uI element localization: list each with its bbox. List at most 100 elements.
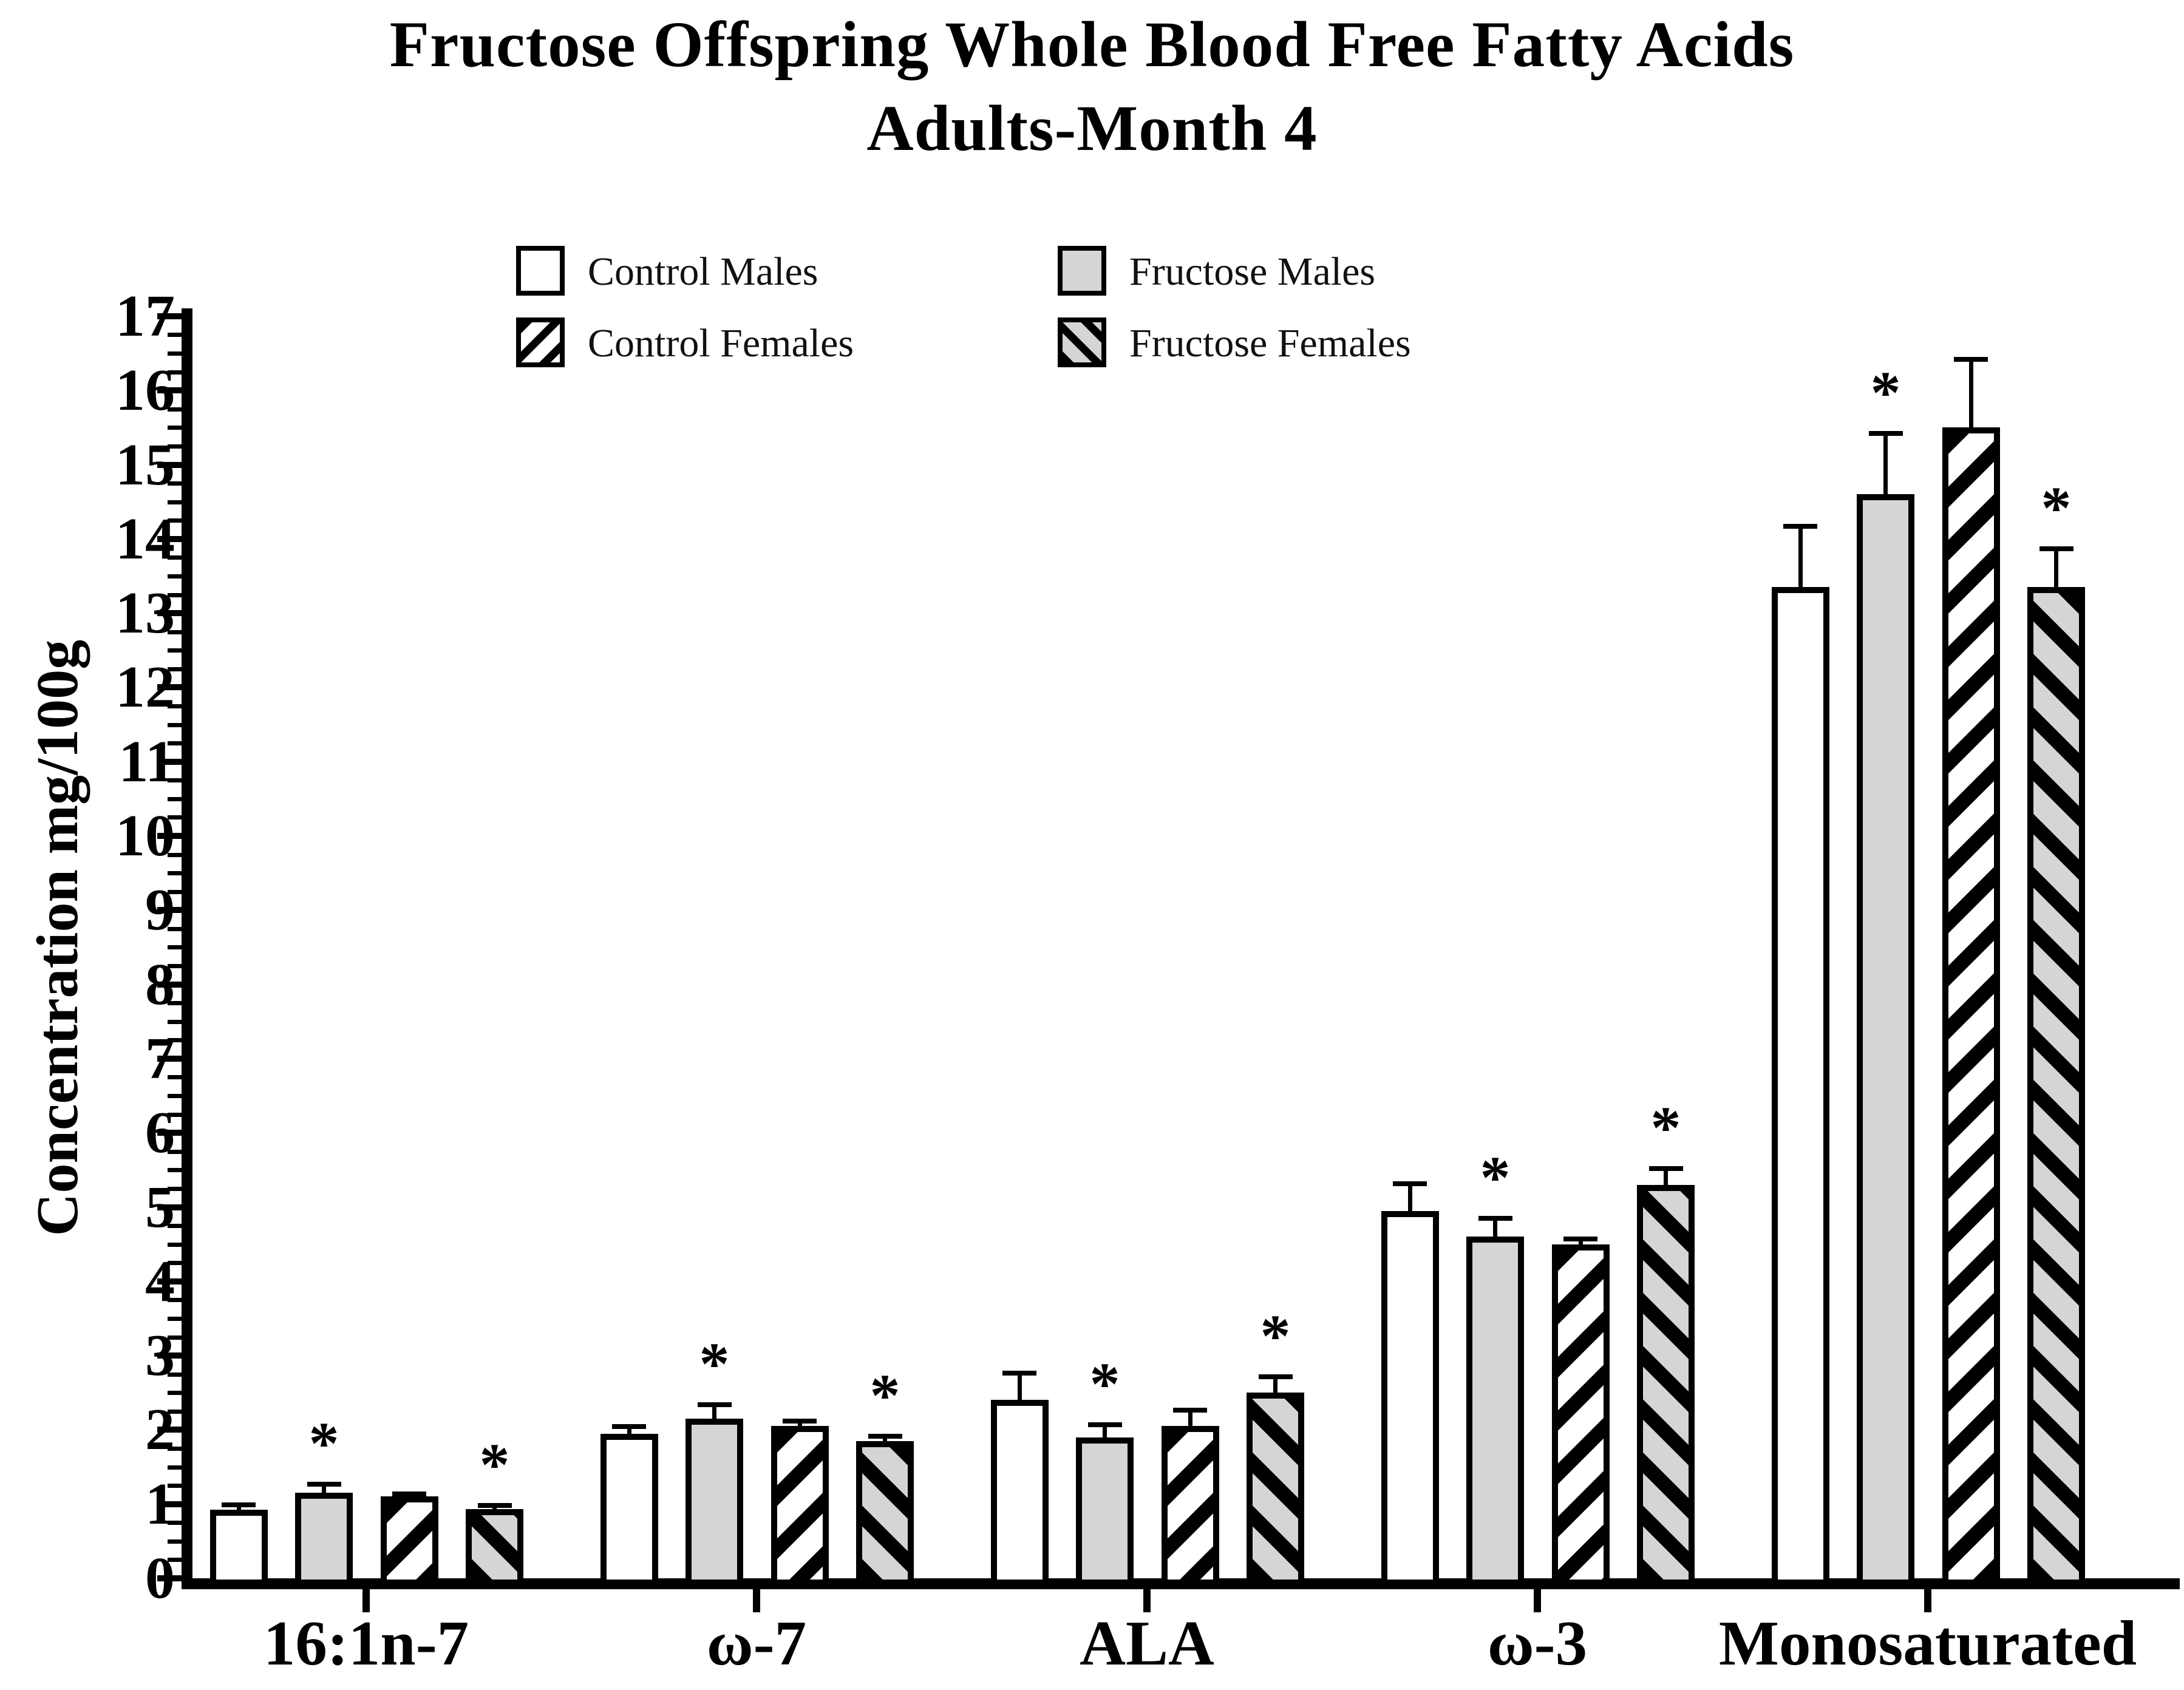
legend-label-control-males: Control Males: [588, 249, 818, 294]
y-minor-tick: [168, 1446, 182, 1451]
x-tick-16-1n-7: [362, 1589, 370, 1612]
error-bar-cap-control-females-3: [1563, 1237, 1597, 1242]
y-major-tick-2: [157, 1427, 182, 1433]
significance-star-fructose-males-3: *: [1480, 1144, 1511, 1212]
error-bar-cap-fructose-males-ala: [1087, 1422, 1122, 1428]
bar-fructose-males-7: [685, 1419, 743, 1586]
error-bar-cap-control-males-7: [612, 1424, 646, 1429]
error-bar-line-fructose-females-ala: [1273, 1374, 1277, 1393]
y-tick-label-11: 11: [118, 728, 175, 795]
y-tick-label-2: 2: [145, 1397, 175, 1463]
y-major-tick-8: [157, 981, 182, 988]
y-tick-label-4: 4: [145, 1248, 175, 1314]
y-minor-tick: [168, 1075, 182, 1080]
error-bar-line-fructose-males-7: [712, 1402, 716, 1419]
y-major-tick-1: [157, 1501, 182, 1507]
y-minor-tick: [168, 945, 182, 950]
legend-swatch-control-males: [516, 246, 565, 296]
error-bar-line-fructose-males-3: [1493, 1216, 1497, 1237]
y-major-tick-3: [157, 1352, 182, 1359]
bar-fructose-females-3: [1637, 1184, 1695, 1586]
y-minor-tick: [168, 1335, 182, 1340]
y-minor-tick: [168, 889, 182, 894]
y-minor-tick: [168, 704, 182, 708]
y-minor-tick: [168, 1521, 182, 1525]
error-bar-cap-control-males-monosaturated: [1783, 524, 1817, 529]
y-minor-tick: [168, 1539, 182, 1544]
y-minor-tick: [168, 1186, 182, 1191]
y-minor-tick: [168, 815, 182, 820]
x-category-label-16-1n-7: 16:1n-7: [263, 1607, 469, 1678]
legend-swatch-control-females: [516, 317, 565, 367]
error-bar-line-control-females-ala: [1188, 1407, 1192, 1427]
x-category-label-7: ω-7: [706, 1607, 807, 1678]
y-minor-tick: [168, 500, 182, 504]
y-tick-label-9: 9: [145, 877, 175, 943]
y-major-tick-5: [157, 1204, 182, 1210]
y-minor-tick: [168, 1038, 182, 1043]
bar-control-males-ala: [990, 1400, 1049, 1586]
significance-star-fructose-females-16-1n-7: *: [479, 1431, 510, 1499]
y-major-tick-4: [157, 1278, 182, 1284]
y-tick-label-8: 8: [145, 951, 175, 1017]
bar-fructose-males-monosaturated: [1857, 494, 1914, 1586]
y-tick-label-0: 0: [145, 1546, 175, 1611]
y-minor-tick: [168, 1094, 182, 1099]
significance-star-fructose-females-3: *: [1650, 1094, 1681, 1162]
bar-control-females-7: [771, 1426, 829, 1586]
error-bar-cap-fructose-females-7: [868, 1433, 902, 1439]
bar-control-males-monosaturated: [1771, 587, 1829, 1586]
legend-swatch-fructose-females: [1058, 317, 1106, 367]
y-minor-tick: [168, 1391, 182, 1396]
y-minor-tick: [168, 518, 182, 523]
y-tick-label-5: 5: [145, 1174, 175, 1240]
y-minor-tick: [168, 1316, 182, 1321]
y-minor-tick: [168, 1484, 182, 1488]
x-tick-3: [1534, 1589, 1541, 1612]
y-tick-label-3: 3: [145, 1323, 175, 1389]
chart-title-line-1: Fructose Offspring Whole Blood Free Fatt…: [389, 9, 1795, 81]
error-bar-cap-fructose-females-ala: [1258, 1374, 1293, 1379]
error-bar-line-fructose-males-ala: [1103, 1422, 1107, 1437]
error-bar-line-fructose-females-monosaturated: [2054, 546, 2058, 588]
y-minor-tick: [168, 1558, 182, 1563]
y-minor-tick: [168, 1465, 182, 1470]
significance-star-fructose-males-7: *: [699, 1330, 730, 1398]
y-major-tick-10: [157, 833, 182, 839]
error-bar-line-fructose-males-monosaturated: [1883, 431, 1888, 495]
y-tick-label-16: 16: [115, 358, 175, 424]
bar-fructose-females-7: [856, 1441, 914, 1586]
y-minor-tick: [168, 1019, 182, 1024]
y-minor-tick: [168, 778, 182, 783]
y-major-tick-13: [157, 610, 182, 617]
y-minor-tick: [168, 852, 182, 857]
y-major-tick-9: [157, 907, 182, 914]
bar-control-females-16-1n-7: [380, 1496, 438, 1586]
y-tick-label-14: 14: [115, 506, 175, 572]
error-bar-cap-fructose-males-3: [1478, 1216, 1512, 1221]
y-minor-tick: [168, 667, 182, 671]
y-minor-tick: [168, 648, 182, 653]
y-minor-tick: [168, 1298, 182, 1303]
error-bar-cap-control-females-16-1n-7: [392, 1491, 426, 1496]
bar-control-females-3: [1551, 1244, 1610, 1586]
error-bar-cap-control-females-ala: [1173, 1407, 1207, 1413]
bar-control-males-3: [1381, 1210, 1439, 1586]
error-bar-cap-fructose-males-16-1n-7: [307, 1482, 341, 1487]
y-minor-tick: [168, 741, 182, 746]
error-bar-line-fructose-males-16-1n-7: [322, 1482, 326, 1493]
x-tick-monosaturated: [1924, 1589, 1931, 1612]
y-major-tick-0: [157, 1575, 182, 1581]
legend-label-fructose-females: Fructose Females: [1129, 321, 1411, 365]
y-minor-tick: [168, 351, 182, 356]
error-bar-cap-control-females-monosaturated: [1954, 357, 1988, 362]
legend-label-control-females: Control Females: [588, 321, 854, 365]
bar-fructose-males-ala: [1076, 1437, 1134, 1586]
legend-label-fructose-males: Fructose Males: [1129, 249, 1376, 294]
y-minor-tick: [168, 1001, 182, 1006]
y-minor-tick: [168, 1224, 182, 1229]
bar-control-males-16-1n-7: [209, 1510, 268, 1586]
x-tick-7: [753, 1589, 760, 1612]
y-minor-tick: [168, 630, 182, 634]
y-minor-tick: [168, 1168, 182, 1173]
